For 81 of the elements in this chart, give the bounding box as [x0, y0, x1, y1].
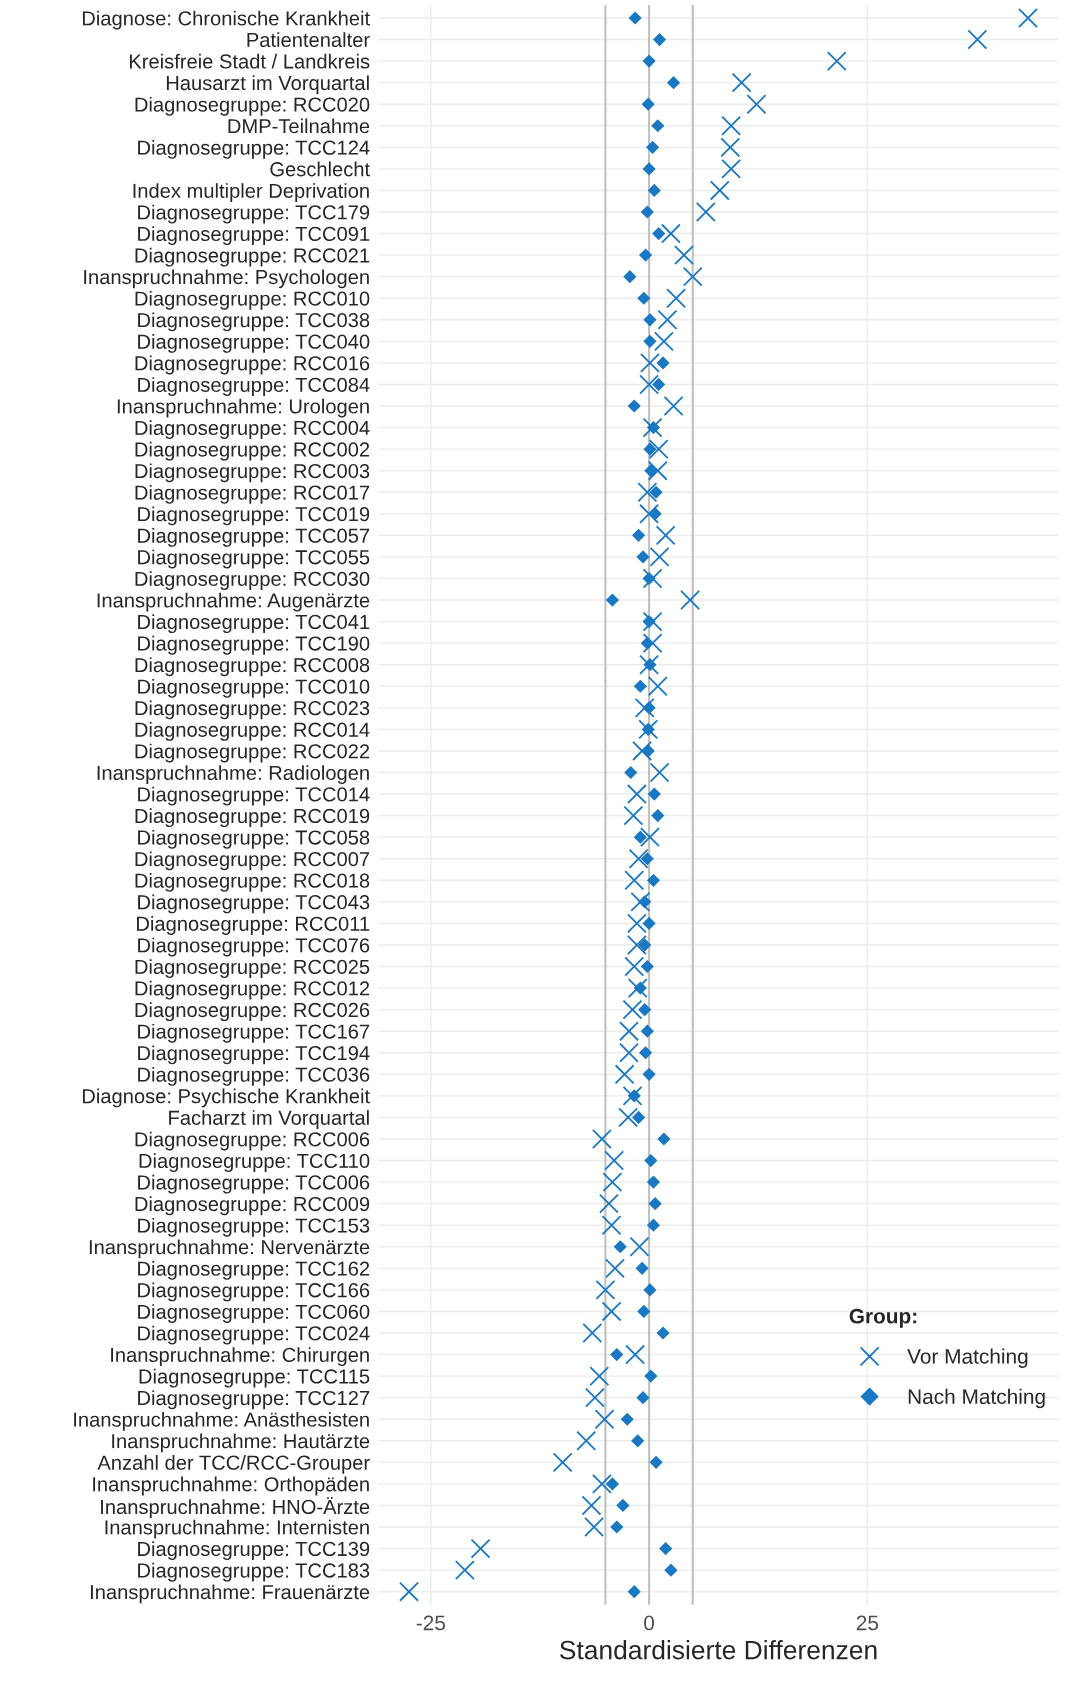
y-tick-label: Diagnosegruppe: RCC011 [137, 916, 370, 935]
y-tick-label: Inanspruchnahme: HNO-Ärzte [101, 1497, 370, 1519]
y-tick-label: Diagnosegruppe: TCC019 [138, 506, 370, 526]
y-tick-label: Inanspruchnahme: Psychologen [84, 269, 369, 289]
y-tick-label: Diagnosegruppe: RCC022 [135, 743, 370, 763]
y-tick-label: Diagnosegruppe: TCC194 [138, 1045, 370, 1065]
x-tick-label: 25 [856, 1615, 879, 1631]
y-tick-label: Diagnosegruppe: RCC020 [135, 96, 370, 116]
y-tick-label: Diagnosegruppe: TCC038 [138, 312, 370, 332]
y-tick-label: Diagnosegruppe: TCC041 [138, 614, 370, 634]
y-tick-label: Diagnosegruppe: TCC014 [138, 786, 370, 806]
y-tick-label: Diagnosegruppe: TCC166 [138, 1282, 370, 1302]
y-tick-label: Diagnosegruppe: TCC179 [138, 204, 370, 224]
y-tick-label: Diagnosegruppe: RCC021 [135, 247, 370, 267]
y-tick-label: Hausarzt im Vorquartal [166, 75, 369, 95]
y-tick-label: Diagnosegruppe: TCC183 [138, 1562, 370, 1582]
y-tick-label: Facharzt im Vorquartal [169, 1110, 369, 1129]
y-tick-label: Diagnosegruppe: RCC004 [135, 420, 370, 440]
y-tick-label: Diagnosegruppe: TCC036 [138, 1067, 370, 1086]
y-tick-label: Inanspruchnahme: Radiologen [97, 765, 369, 784]
legend-label: Vor Matching [907, 1348, 1028, 1368]
y-tick-label: Diagnosegruppe: TCC057 [138, 528, 370, 547]
y-tick-label: Kreisfreie Stadt / Landkreis [129, 53, 370, 69]
y-tick-label: Diagnosegruppe: RCC017 [135, 484, 370, 504]
y-tick-label: Diagnosegruppe: TCC110 [139, 1153, 370, 1173]
y-tick-label: Diagnosegruppe: TCC162 [138, 1261, 370, 1280]
y-tick-label: Diagnosegruppe: TCC084 [138, 377, 370, 396]
y-tick-label: Diagnosegruppe: TCC153 [138, 1217, 370, 1237]
y-tick-label: Inanspruchnahme: Frauenärzte [90, 1584, 370, 1604]
legend-title: Group: [849, 1308, 917, 1328]
x-tick-label: 0 [644, 1615, 655, 1631]
y-tick-label: Diagnosegruppe: RCC025 [135, 959, 370, 978]
y-tick-label: Diagnosegruppe: RCC009 [135, 1196, 370, 1216]
y-tick-label: Anzahl der TCC/RCC-Grouper [97, 1455, 370, 1474]
y-tick-label: Patientenalter [247, 32, 370, 48]
y-tick-label: Diagnosegruppe: TCC190 [138, 635, 370, 655]
y-tick-label: Diagnosegruppe: TCC043 [138, 894, 370, 914]
y-tick-label: Diagnosegruppe: TCC010 [138, 678, 370, 698]
y-tick-label: Diagnosegruppe: RCC008 [135, 657, 370, 677]
y-tick-label: Diagnosegruppe: TCC167 [138, 1023, 370, 1043]
y-tick-label: Diagnosegruppe: TCC139 [138, 1541, 370, 1561]
y-tick-label: Diagnosegruppe: RCC012 [135, 980, 370, 1000]
y-tick-label: Diagnosegruppe: RCC030 [135, 571, 370, 590]
legend-label: Nach Matching [908, 1388, 1045, 1409]
y-tick-label: Diagnosegruppe: TCC124 [138, 140, 370, 159]
y-tick-label: Diagnose: Psychische Krankheit [82, 1088, 370, 1108]
y-tick-label: Diagnosegruppe: TCC024 [138, 1325, 370, 1345]
y-tick-label: Diagnosegruppe: RCC007 [135, 851, 370, 871]
y-tick-label: Index multipler Deprivation [133, 183, 369, 202]
y-tick-label: Diagnosegruppe: RCC014 [135, 722, 370, 741]
y-tick-label: Inanspruchnahme: Orthopäden [93, 1476, 369, 1496]
y-tick-label: Inanspruchnahme: Nervenärzte [89, 1239, 370, 1259]
y-tick-label: Diagnosegruppe: RCC026 [135, 1002, 370, 1022]
y-tick-label: Diagnosegruppe: TCC040 [138, 334, 370, 353]
y-tick-label: Diagnosegruppe: RCC006 [135, 1131, 370, 1151]
y-tick-label: Inanspruchnahme: Chirurgen [111, 1347, 369, 1367]
y-tick-label: Diagnosegruppe: RCC003 [135, 463, 370, 483]
y-tick-label: Diagnosegruppe: RCC023 [135, 700, 370, 720]
x-axis-title: Standardisierte Differenzen [560, 1640, 877, 1660]
y-tick-label: Diagnosegruppe: TCC076 [138, 937, 370, 957]
y-tick-label: Diagnosegruppe: TCC127 [138, 1390, 370, 1410]
y-tick-label: Diagnosegruppe: TCC055 [138, 549, 370, 569]
y-tick-label: Diagnosegruppe: TCC091 [138, 226, 370, 246]
y-tick-label: Diagnosegruppe: RCC010 [135, 290, 370, 310]
y-tick-label: Diagnosegruppe: RCC016 [135, 355, 370, 375]
y-tick-label: DMP-Teilnahme [228, 118, 370, 134]
y-tick-label: Diagnosegruppe: RCC018 [135, 872, 370, 892]
y-tick-label: Inanspruchnahme: Internisten [105, 1519, 369, 1539]
y-tick-label: Diagnose: Chronische Krankheit [82, 10, 370, 30]
y-tick-label: Diagnosegruppe: TCC060 [138, 1304, 370, 1323]
y-tick-label: Inanspruchnahme: Augenärzte [97, 592, 370, 612]
y-tick-label: Inanspruchnahme: Hautärzte [112, 1433, 370, 1453]
y-tick-label: Diagnosegruppe: RCC019 [135, 808, 370, 828]
y-tick-label: Diagnosegruppe: TCC058 [138, 829, 370, 849]
y-tick-label: Inanspruchnahme: Urologen [117, 398, 369, 418]
y-tick-label: Diagnosegruppe: RCC002 [135, 441, 370, 461]
x-tick-label: -25 [416, 1615, 445, 1631]
y-tick-label: Diagnosegruppe: TCC006 [138, 1174, 370, 1194]
y-tick-label: Inanspruchnahme: Anästhesisten [74, 1411, 369, 1431]
y-tick-label: Diagnosegruppe: TCC115 [139, 1368, 370, 1388]
y-tick-label: Geschlecht [270, 161, 370, 177]
